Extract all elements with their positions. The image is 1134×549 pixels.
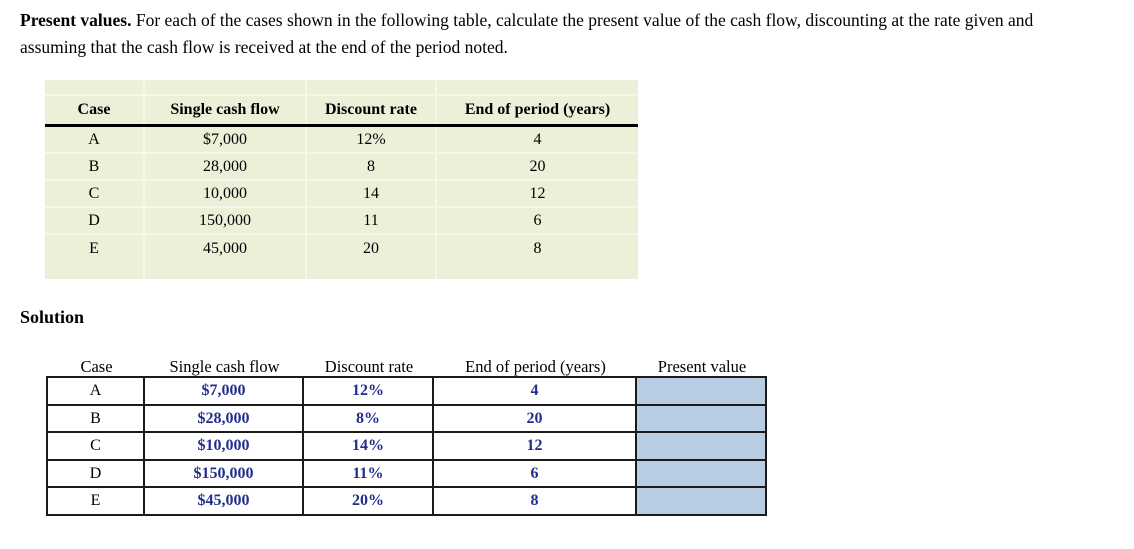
cash-flow-cell: $7,000 [145,378,304,406]
period-cell: 4 [434,378,637,406]
case-cell: E [45,235,145,262]
cash-flow-cell: $45,000 [145,488,304,516]
discount-rate-cell: 20 [307,235,437,262]
period-cell: 20 [434,406,637,433]
intro-line2: assuming that the cash flow is received … [20,37,508,57]
period-cell: 4 [533,130,542,148]
solution-heading: Solution [20,307,85,327]
col-header-cash-flow: Single cash flow [145,96,307,124]
case-cell: B [45,154,145,179]
solution-table-row: C $10,000 14% 12 [48,433,767,461]
col-header-period: End of period (years) [465,357,606,376]
case-cell: C [45,181,145,206]
cash-flow-cell: 45,000 [145,235,307,262]
case-cell: D [45,208,145,233]
cash-flow-cell: 150,000 [145,208,307,233]
period-cell: 6 [434,461,637,488]
period-cell: 20 [529,157,546,175]
spacer-cell [437,262,638,279]
intro-lead: Present values. [20,10,132,30]
problem-table-header-row: Case Single cash flow Discount rate End … [45,96,638,127]
col-header-discount-rate: Discount rate [324,357,414,376]
case-cell: A [48,378,145,406]
discount-rate-cell: 8% [304,406,434,433]
spacer-cell [145,80,307,94]
period-cell: 6 [533,211,542,229]
case-cell: C [48,433,145,461]
discount-rate-cell: 11% [304,461,434,488]
discount-rate-cell: 14% [304,433,434,461]
problem-table-row: A $7,000 12% 4 [45,127,638,154]
problem-table-row: C 10,000 14 12 [45,181,638,208]
case-cell: D [48,461,145,488]
discount-rate-cell: 12% [304,378,434,406]
period-cell: 8 [533,239,542,257]
cash-flow-cell: $150,000 [145,461,304,488]
spacer-cell [307,262,437,279]
problem-table-row: E 45,000 20 8 [45,235,638,262]
solution-table-row: B $28,000 8% 20 [48,406,767,433]
problem-table-spacer-row [45,262,638,279]
discount-rate-cell: 20% [304,488,434,516]
case-cell: E [48,488,145,516]
discount-rate-cell: 14 [307,181,437,206]
col-header-present-value: Present value [657,357,747,376]
spacer-cell [145,262,307,279]
present-value-input[interactable] [637,433,767,461]
spacer-cell [45,262,145,279]
solution-table-row: E $45,000 20% 8 [48,488,767,516]
solution-table: A $7,000 12% 4 B $28,000 8% 20 C $10,000… [46,376,767,516]
col-header-discount-rate: Discount rate [307,96,437,124]
cash-flow-cell: $28,000 [145,406,304,433]
period-cell: 8 [434,488,637,516]
present-value-input[interactable] [637,378,767,406]
solution-table-row: A $7,000 12% 4 [48,378,767,406]
cash-flow-cell: 28,000 [145,154,307,179]
discount-rate-cell: 12% [307,127,437,152]
cash-flow-cell: $10,000 [145,433,304,461]
col-header-case: Case [80,357,113,376]
problem-table: Case Single cash flow Discount rate End … [45,80,638,279]
present-value-input[interactable] [637,461,767,488]
present-value-input[interactable] [637,406,767,433]
cash-flow-cell: $7,000 [145,127,307,152]
problem-table-spacer-row [45,80,638,96]
present-value-input[interactable] [637,488,767,516]
discount-rate-cell: 11 [307,208,437,233]
solution-table-row: D $150,000 11% 6 [48,461,767,488]
col-header-case: Case [45,96,145,124]
case-cell: A [45,127,145,152]
problem-table-row: B 28,000 8 20 [45,154,638,181]
period-cell: 12 [434,433,637,461]
problem-table-row: D 150,000 11 6 [45,208,638,235]
case-cell: B [48,406,145,433]
discount-rate-cell: 8 [307,154,437,179]
intro-line1: For each of the cases shown in the follo… [131,10,1034,30]
col-header-period: End of period (years) [464,101,611,118]
spacer-cell [307,80,437,94]
col-header-cash-flow: Single cash flow [169,357,280,376]
cash-flow-cell: 10,000 [145,181,307,206]
intro-paragraph: Present values. For each of the cases sh… [20,7,1126,61]
solution-table-header-row: Case Single cash flow Discount rate End … [48,356,767,378]
spacer-cell [45,80,145,94]
spacer-cell [437,80,638,94]
period-cell: 12 [529,184,546,202]
